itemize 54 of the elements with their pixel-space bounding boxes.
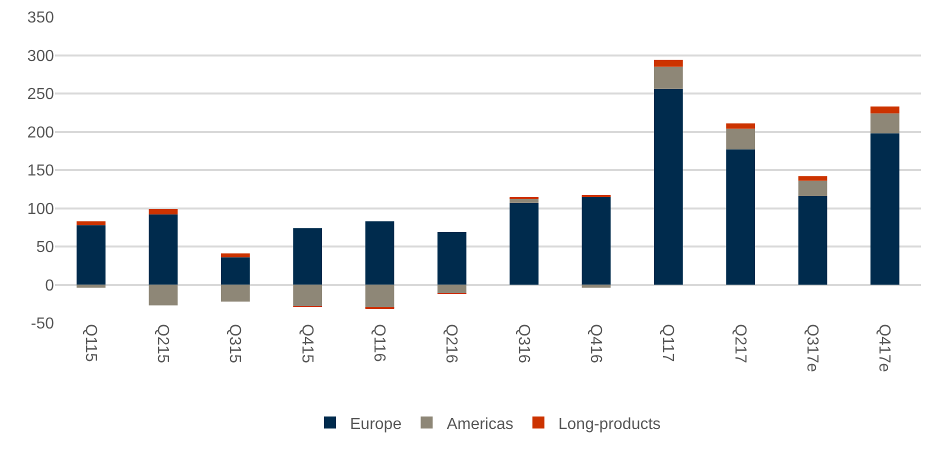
bar <box>76 221 106 226</box>
x-tick-label: Q415 <box>298 324 316 364</box>
bar <box>76 284 106 288</box>
bar <box>365 284 394 308</box>
y-tick-label: -50 <box>30 316 54 333</box>
bar <box>654 66 683 89</box>
y-tick-label: 250 <box>27 86 54 104</box>
bar <box>148 284 178 306</box>
legend-label: Americas <box>446 416 514 433</box>
bar <box>148 214 178 285</box>
bar <box>654 88 683 285</box>
bar <box>798 196 828 285</box>
y-tick-label: 150 <box>27 162 54 180</box>
y-tick-label: 0 <box>45 277 54 294</box>
bar <box>220 284 250 302</box>
x-tick-label: Q317e <box>804 324 821 372</box>
y-tick-label: 300 <box>27 48 54 65</box>
bar <box>582 284 611 288</box>
x-tick-label: Q217 <box>731 324 748 364</box>
y-tick-label: 200 <box>27 124 54 142</box>
bar <box>365 221 394 285</box>
bar <box>293 228 322 285</box>
x-tick-label: Q416 <box>587 324 604 364</box>
bar <box>870 106 900 114</box>
bar <box>76 225 106 285</box>
bar <box>582 196 611 285</box>
bar <box>437 232 466 285</box>
y-tick-label: 350 <box>27 10 54 27</box>
y-tick-label: 50 <box>36 239 54 256</box>
bar <box>798 176 828 181</box>
y-tick-label: 100 <box>27 200 54 218</box>
bar <box>220 253 250 258</box>
bar <box>726 123 756 129</box>
x-tick-label: Q417e <box>876 324 893 372</box>
bar <box>293 284 322 306</box>
bar <box>654 60 683 67</box>
bar <box>870 133 900 285</box>
bar <box>437 284 466 294</box>
bar <box>510 202 539 285</box>
bar <box>726 128 756 150</box>
x-tick-label: Q116 <box>370 324 388 362</box>
x-tick-label: Q215 <box>154 324 172 364</box>
x-tick-label: Q115 <box>82 324 99 362</box>
x-tick-label: Q316 <box>514 324 532 364</box>
bar <box>726 149 756 285</box>
legend-label: Europe <box>350 416 402 433</box>
legend-label: Long-products <box>558 416 661 433</box>
bar <box>148 209 178 214</box>
x-tick-label: Q315 <box>226 324 244 364</box>
x-tick-label: Q216 <box>442 324 460 364</box>
bar <box>798 180 828 196</box>
x-tick-label: Q117 <box>659 324 676 362</box>
bar <box>870 113 900 134</box>
bar <box>220 257 250 285</box>
